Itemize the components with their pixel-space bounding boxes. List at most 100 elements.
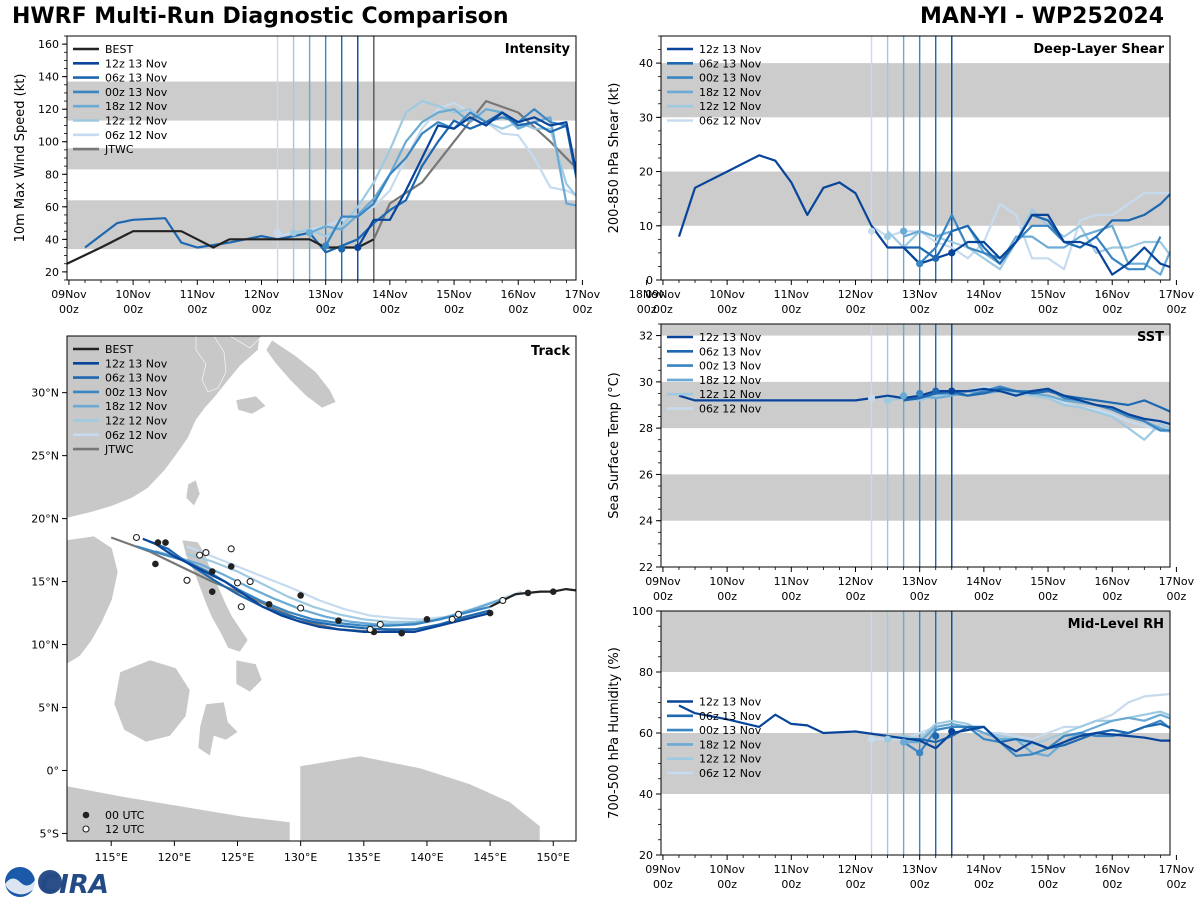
sst-init-marker-3 [900,392,908,400]
intensity-xtick-hour: 00z [252,303,272,316]
sst-xtick-hour: 00z [1102,590,1122,603]
sst-panel-title: SST [1137,330,1164,345]
track-xtick-label: 150°E [537,851,570,864]
intensity-init-marker-3 [306,229,314,237]
rh-series-12z-12-nov [887,710,1170,747]
track-xtick-label: 120°E [158,851,191,864]
rh-xtick-hour: 00z [781,878,801,891]
legend-label-12z-13-nov: 12z 13 Nov [105,357,168,370]
shear-init-marker-0 [948,249,956,257]
marker-legend-00utc-symbol [82,811,90,819]
shear-init-marker-4 [883,233,892,241]
shear-xtick-hour: 00z [1102,303,1122,316]
track-series-00z-13-nov [136,545,491,627]
track-xtick-label: 115°E [94,851,127,864]
legend-label-12z-13-nov: 12z 13 Nov [699,331,762,344]
rh-xtick-day: 15Nov [1030,863,1066,876]
intensity-ylabel: 10m Max Wind Speed (kt) [13,74,28,243]
sst-xtick-day: 11Nov [774,575,810,588]
track-ytick-label: 0° [47,764,60,777]
shear-init-marker-1 [932,254,940,262]
legend-label-06z-13-nov: 06z 13 Nov [105,372,168,385]
legend-label-00z-13-nov: 00z 13 Nov [105,86,168,99]
rh-ytick-label: 80 [639,666,653,679]
track-point-12utc [366,625,374,633]
intensity-ytick-label: 100 [38,136,59,149]
shear-xtick-hour: 00z [1167,303,1187,316]
rh-init-marker-0 [948,727,956,736]
track-point-00utc [208,568,216,575]
shear-xtick-hour: 00z [846,303,866,316]
track-ytick-label: 30°N [31,387,59,400]
sst-ytick-label: 28 [639,422,653,435]
rh-xtick-hour: 00z [846,878,866,891]
rh-xtick-day: 16Nov [1094,863,1130,876]
track-xtick-label: 130°E [284,851,317,864]
sst-init-marker-1 [932,387,940,395]
shear-ytick-label: 0 [646,274,653,287]
track-point-12utc [132,533,141,542]
sst-chart: 22 24 26 28 30 32 09Nov 00z 10Nov 00z 11Nov 00z 12No… [607,323,1195,603]
rh-init-marker-5 [867,735,876,743]
sst-xtick-hour: 00z [910,590,930,603]
track-point-12utc [233,579,242,587]
rh-ylabel: 700-500 hPa Humidity (%) [607,647,622,819]
rh-ytick-label: 20 [639,849,653,862]
shear-xtick-hour: 00z [653,303,673,316]
rh-init-marker-1 [932,732,940,740]
shear-band-1 [661,63,1170,118]
legend-label-12z-13-nov: 12z 13 Nov [699,696,762,709]
shear-xtick-day: 13Nov [902,288,938,301]
rh-series-06z-12-nov [871,692,1170,741]
sst-xtick-hour: 00z [1038,590,1058,603]
sst-xtick-day: 10Nov [709,575,745,588]
intensity-series-06z-12-nov [277,101,576,238]
sst-init-marker-2 [916,389,924,398]
legend-label-jtwc: JTWC [104,143,134,156]
legend-label-18z-12-nov: 18z 12 Nov [105,100,168,113]
intensity-xtick-day: 14Nov [372,288,408,301]
track-series-12z-13-nov [142,537,491,633]
shear-ylabel: 200-850 hPa Shear (kt) [607,83,622,234]
intensity-xtick-day: 11Nov [180,288,216,301]
track-point-00utc [524,589,532,597]
shear-band-0 [661,171,1170,226]
intensity-series-12z-12-nov [293,100,576,238]
legend-label-06z-12-nov: 06z 12 Nov [699,115,762,128]
sst-frame [660,323,1171,568]
indonesia-south [67,785,291,841]
track-point-00utc [162,539,169,546]
track-xtick-label: 145°E [473,851,506,864]
legend-label-06z-13-nov: 06z 13 Nov [699,57,762,70]
sst-init-marker-0 [948,387,956,395]
intensity-ytick-label: 140 [38,71,59,84]
track-frame [66,335,577,842]
cira-emblem [38,870,62,894]
rh-ytick-label: 40 [639,788,653,801]
track-point-12utc [227,545,235,553]
sst-xtick-day: 09Nov [645,575,681,588]
rh-xtick-day: 17Nov [1159,863,1195,876]
track-point-00utc [152,560,159,568]
intensity-ytick-label: 120 [38,103,59,116]
shear-xtick-day: 11Nov [774,288,810,301]
japan-islands [235,339,337,415]
land-masses [67,336,541,841]
sst-xtick-day: 17Nov [1159,575,1195,588]
shear-xtick-hour: 00z [1038,303,1058,316]
new-guinea [299,755,541,841]
shear-xtick-day: 17Nov [1159,288,1195,301]
intensity-xtick-hour: 00z [637,303,657,316]
intensity-xtick-day: 16Nov [500,288,536,301]
noaa-emblem-wave [5,878,35,895]
shear-ytick-label: 30 [639,111,653,124]
rh-series-06z-13-nov [903,722,1170,750]
sst-init-marker-5 [867,394,876,402]
track-point-00utc [227,563,235,570]
legend-label-00z-13-nov: 00z 13 Nov [699,360,762,373]
intensity-series-best [67,230,375,265]
sst-xtick-hour: 00z [1167,590,1187,603]
intensity-init-marker-4 [289,229,298,237]
rh-chart: 20 40 60 80 100 09Nov 00z 10Nov 00z 11Nov 00z 12Nov… [607,605,1195,891]
shear-xtick-day: 14Nov [966,288,1002,301]
